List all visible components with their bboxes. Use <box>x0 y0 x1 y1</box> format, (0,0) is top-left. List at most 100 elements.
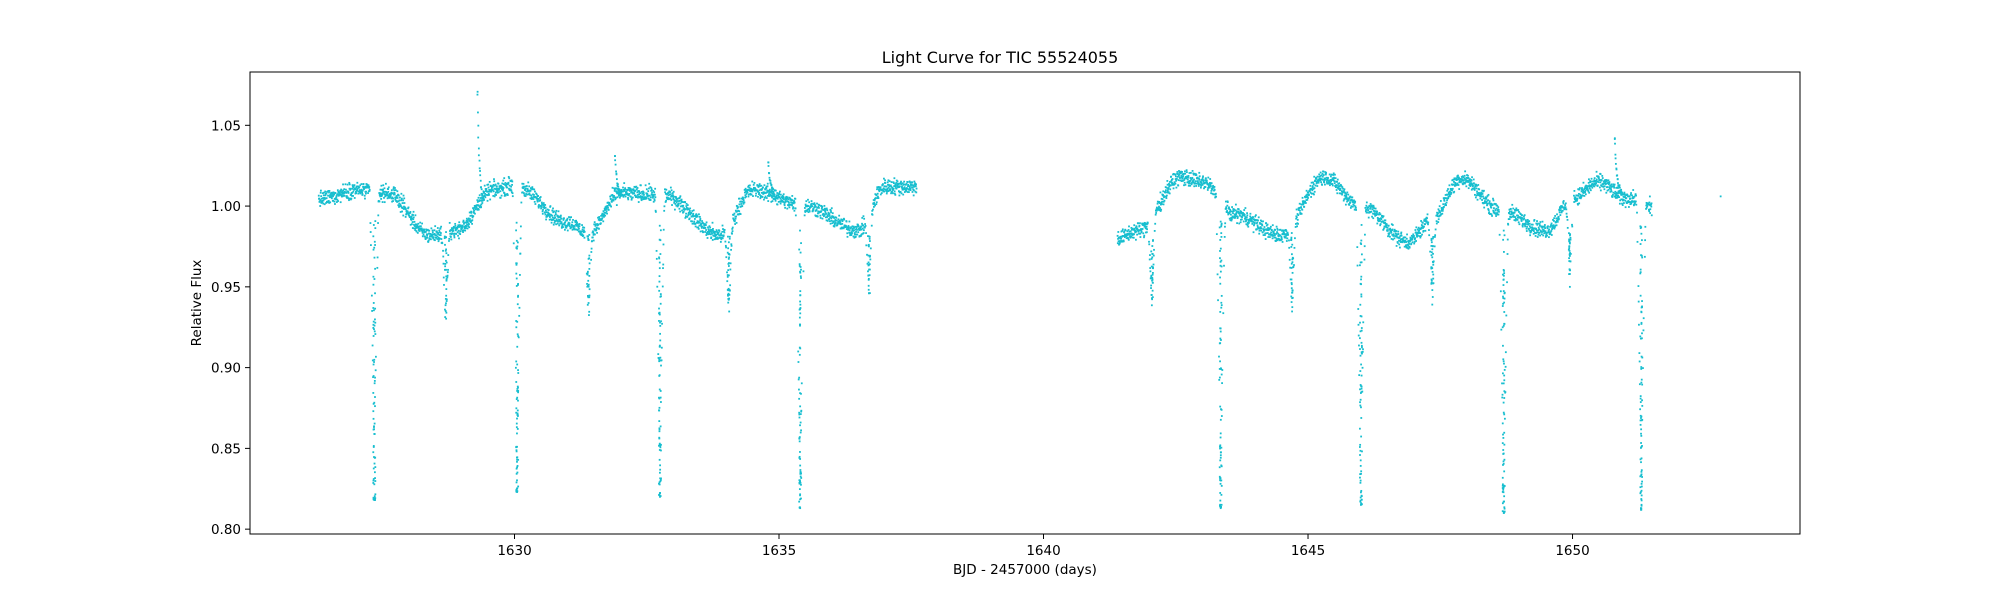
flux-point <box>578 225 581 228</box>
flux-point <box>614 188 616 191</box>
flux-point <box>1414 238 1416 241</box>
flux-point <box>646 193 648 196</box>
flux-point <box>1533 230 1535 232</box>
flux-point <box>1540 233 1543 236</box>
flux-point <box>908 188 911 191</box>
flux-point <box>329 201 332 204</box>
flux-point <box>1331 183 1334 185</box>
flux-point <box>1404 244 1407 247</box>
flux-point <box>583 236 586 239</box>
flux-point <box>462 229 465 232</box>
flux-point <box>1157 207 1160 210</box>
flux-point <box>496 189 499 192</box>
flux-point <box>1123 230 1126 233</box>
flux-point <box>494 184 496 187</box>
flux-point <box>372 320 375 323</box>
flux-point <box>1639 486 1642 489</box>
flux-point <box>1298 202 1301 205</box>
flux-point <box>374 227 377 230</box>
flux-point <box>774 189 777 192</box>
flux-point <box>1641 480 1643 483</box>
flux-point <box>516 388 519 390</box>
flux-point <box>516 320 519 323</box>
flux-point <box>722 235 725 238</box>
flux-point <box>703 223 706 226</box>
flux-point <box>1461 178 1463 181</box>
flux-point <box>1219 247 1222 250</box>
flux-point <box>903 186 906 189</box>
flux-point <box>1387 232 1390 235</box>
flux-point <box>501 182 504 185</box>
flux-point <box>660 320 662 323</box>
flux-point <box>410 219 413 221</box>
flux-point <box>1552 226 1555 229</box>
flux-point <box>516 241 519 244</box>
flux-point <box>595 227 598 229</box>
flux-point <box>556 219 558 222</box>
flux-point <box>413 223 415 226</box>
flux-point <box>1449 195 1451 198</box>
flux-point <box>1614 195 1617 197</box>
flux-point <box>1525 220 1528 223</box>
flux-point <box>674 208 676 211</box>
flux-point <box>865 244 868 247</box>
flux-point <box>594 223 597 226</box>
flux-point <box>1462 183 1464 186</box>
flux-point <box>1436 215 1439 218</box>
flux-point <box>1282 230 1285 233</box>
flux-point <box>1564 204 1567 206</box>
flux-point <box>329 196 332 199</box>
flux-point <box>409 211 412 213</box>
flux-point <box>476 199 479 202</box>
flux-point <box>1427 223 1429 226</box>
flux-point <box>777 200 780 203</box>
flux-point <box>1382 228 1385 231</box>
flux-point <box>1489 212 1492 215</box>
flux-point <box>542 206 545 209</box>
flux-point <box>638 191 641 193</box>
flux-point <box>1228 217 1231 220</box>
flux-point <box>516 428 519 430</box>
flux-point <box>575 222 578 225</box>
flux-point <box>545 211 548 214</box>
flux-point <box>467 218 469 221</box>
flux-point <box>559 222 562 225</box>
flux-point <box>1181 171 1183 173</box>
flux-point <box>684 201 687 204</box>
flux-point <box>1528 228 1530 230</box>
flux-point <box>1219 444 1222 447</box>
flux-point <box>1563 206 1565 209</box>
flux-point <box>1149 277 1152 280</box>
flux-point <box>807 205 810 208</box>
flux-point <box>694 225 697 228</box>
flux-point <box>1584 185 1587 188</box>
flux-point <box>1640 381 1643 384</box>
flux-point <box>371 359 374 362</box>
flux-point <box>436 227 439 229</box>
flux-point <box>466 223 468 226</box>
flux-point <box>1453 178 1456 181</box>
flux-point <box>1587 181 1590 184</box>
flux-point <box>1359 392 1362 394</box>
flux-point <box>1380 217 1382 220</box>
flux-point <box>800 483 802 486</box>
flux-point <box>1189 184 1192 187</box>
flux-point <box>653 191 656 194</box>
flux-point <box>426 236 429 239</box>
flux-point <box>1357 334 1360 337</box>
flux-point <box>1576 199 1578 201</box>
flux-point <box>1512 211 1514 214</box>
flux-point <box>799 424 801 427</box>
flux-point <box>1230 218 1233 221</box>
flux-point <box>1294 223 1297 225</box>
flux-point <box>372 479 375 482</box>
flux-point <box>1486 202 1489 205</box>
flux-point <box>434 239 436 242</box>
flux-point <box>1439 200 1442 202</box>
flux-point <box>1246 214 1249 217</box>
flux-point <box>824 208 827 211</box>
flux-point <box>1561 205 1563 208</box>
flux-point <box>553 210 555 213</box>
flux-point <box>439 232 442 234</box>
flux-point <box>1410 242 1413 245</box>
